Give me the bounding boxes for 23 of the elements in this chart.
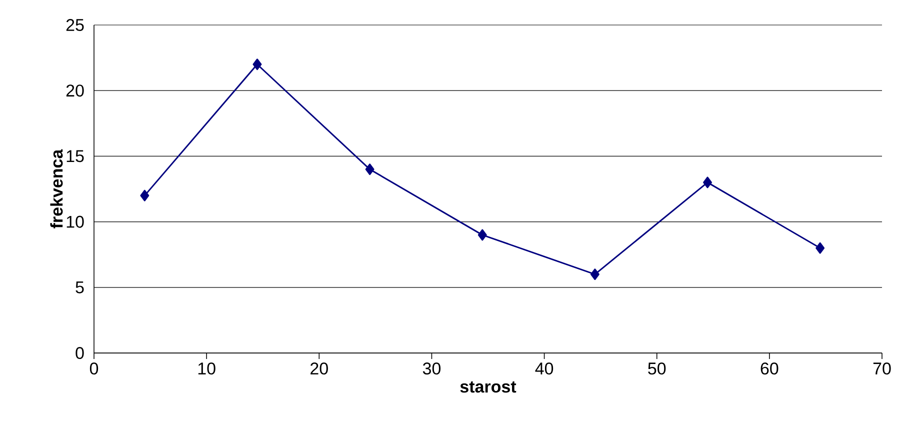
y-axis-title: frekvenca: [50, 149, 63, 228]
point: [816, 242, 825, 254]
y-tick-label: 0: [76, 346, 84, 360]
point: [590, 268, 600, 280]
point: [365, 164, 374, 176]
y-tick-label: 15: [66, 150, 84, 162]
y-tick-label: 5: [76, 281, 84, 294]
point: [252, 58, 262, 70]
point: [478, 229, 487, 241]
point: [140, 190, 150, 202]
x-tick-label: 30: [422, 362, 441, 375]
x-tick-label: 20: [310, 362, 328, 375]
x-tick-label: 40: [535, 362, 554, 375]
x-tick-label: 70: [873, 362, 891, 375]
x-axis-title: starost: [460, 381, 516, 393]
x-tick-label: 10: [198, 362, 216, 375]
y-tick-label: 10: [66, 216, 84, 228]
point: [703, 176, 712, 188]
x-tick-label: 50: [648, 362, 666, 375]
x-tick-label: 60: [760, 362, 778, 375]
y-tick-label: 25: [66, 18, 84, 32]
y-tick-label: 20: [66, 84, 84, 97]
x-tick-label: 0: [90, 362, 98, 375]
